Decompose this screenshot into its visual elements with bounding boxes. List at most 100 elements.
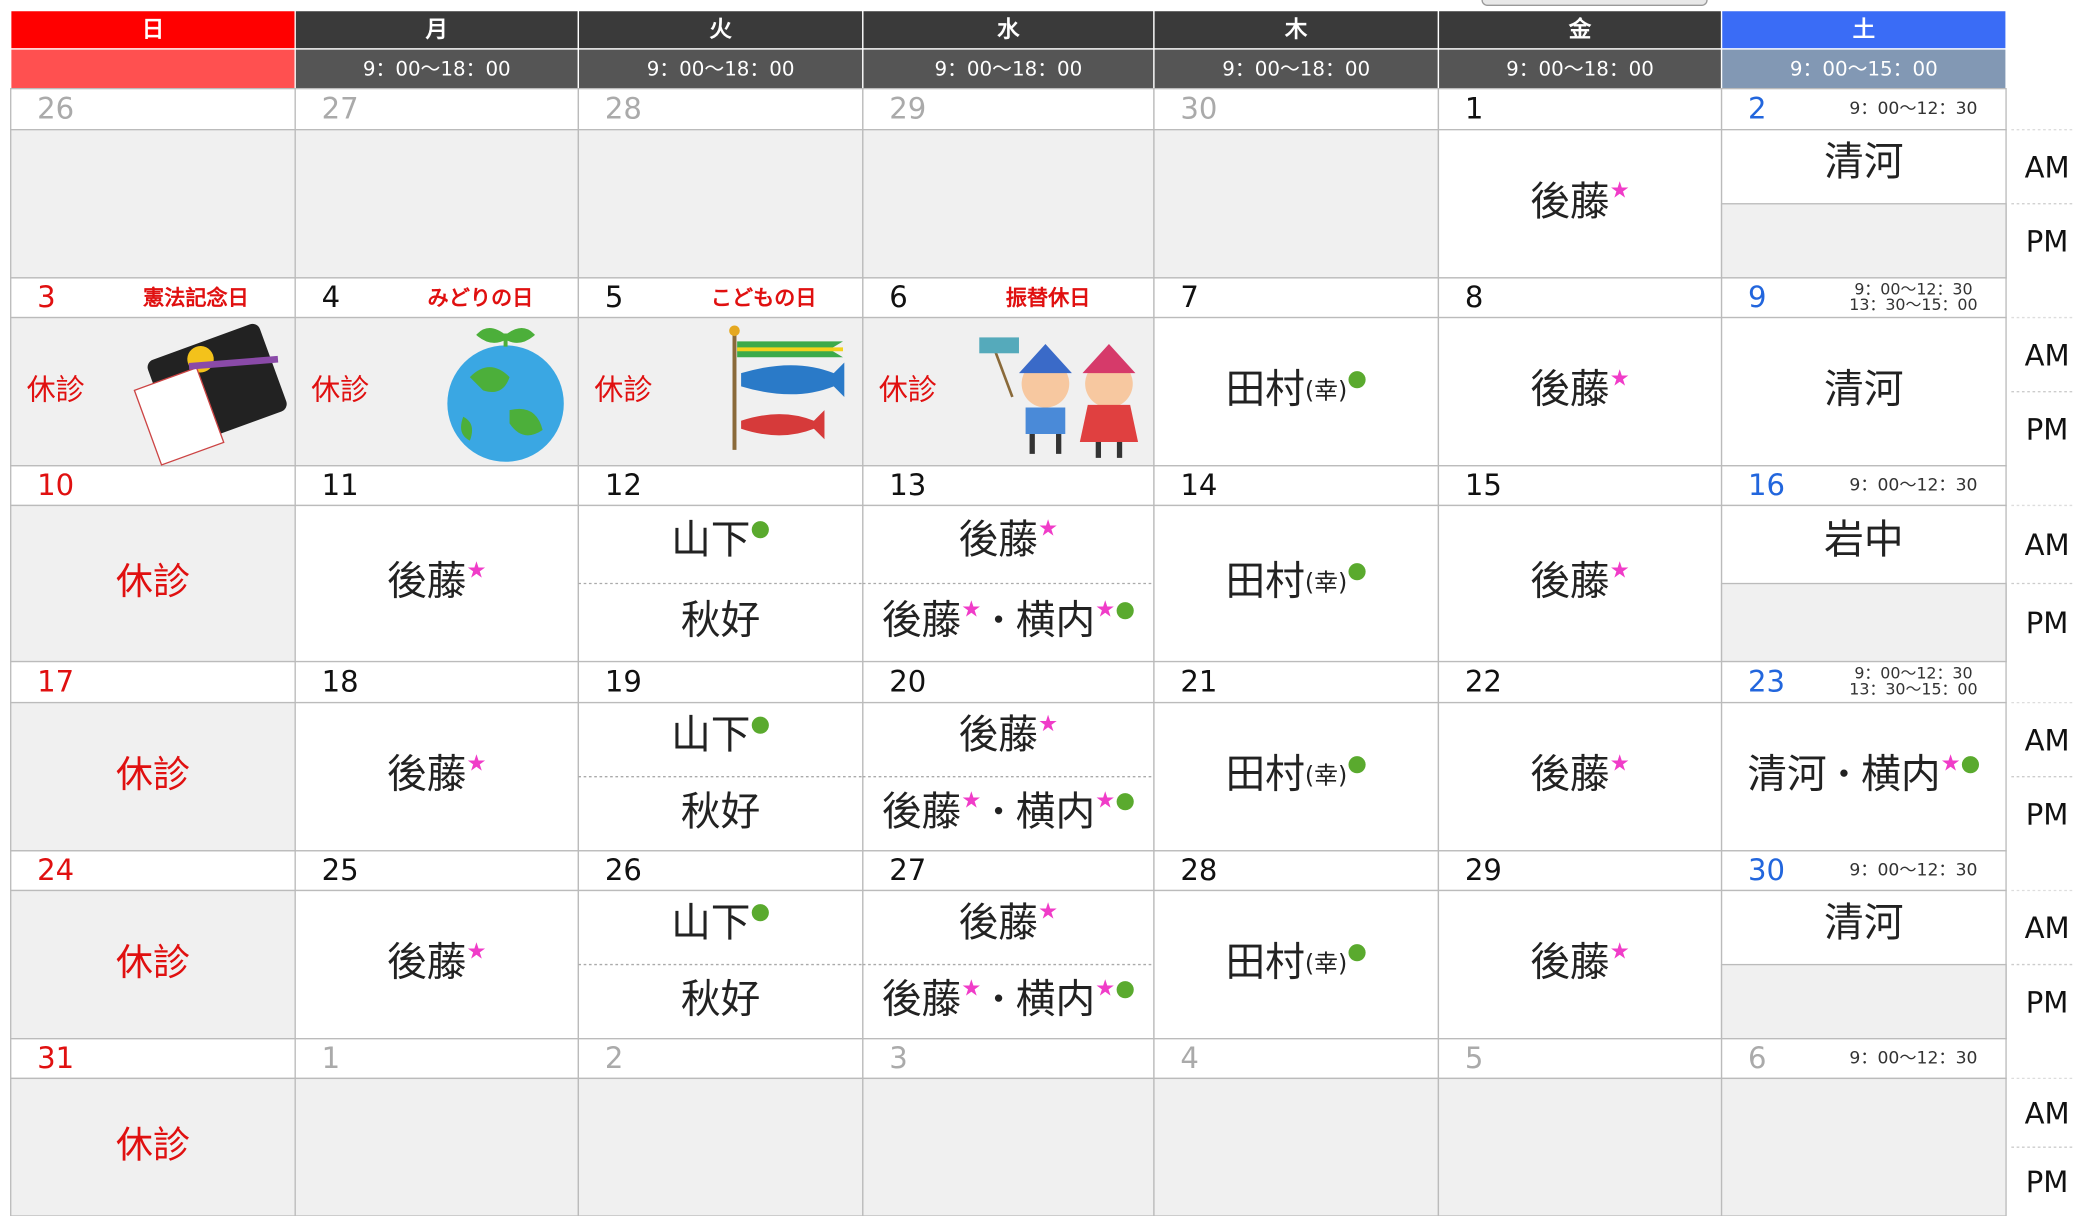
body-cell — [294, 129, 580, 279]
date-number: 31 — [37, 1041, 74, 1075]
body-cell — [10, 889, 296, 1040]
date-number: 29 — [1465, 853, 1502, 887]
entry-part: 横内 — [1016, 788, 1095, 834]
body-cell — [1437, 1077, 1723, 1216]
doctor-entry: 田村(幸)● — [1225, 365, 1366, 412]
closed-label: 休診 — [311, 373, 369, 407]
date-cell — [1720, 660, 2007, 704]
entry-part: 後藤 — [387, 939, 466, 985]
hours-note: 9：00～12：30 — [1849, 1049, 1977, 1069]
date-number: 1 — [322, 1041, 341, 1075]
ampm-label: AM — [2025, 338, 2070, 372]
ampm-label: AM — [2025, 911, 2070, 945]
date-cell — [577, 87, 864, 131]
date-number: 23 — [1748, 664, 1785, 698]
entry-part: ・ — [1827, 755, 1861, 795]
header-cell — [577, 9, 864, 50]
date-number: 6 — [1748, 1041, 1767, 1075]
date-cell — [10, 277, 296, 319]
entry-part: ★ — [1610, 557, 1630, 583]
ampm-label: PM — [2026, 412, 2069, 446]
body-cell — [1437, 129, 1723, 279]
holiday-name: こどもの日 — [711, 285, 817, 310]
date-number: 15 — [1465, 468, 1502, 502]
date-number: 1 — [1465, 91, 1484, 125]
hours-note: 9：00～12：30 — [1849, 476, 1977, 496]
date-number: 25 — [322, 853, 359, 887]
doctor-entry: 清河 — [1824, 899, 1903, 945]
body-cell — [1153, 504, 1440, 663]
date-number: 28 — [605, 91, 642, 125]
entry-part: ● — [750, 898, 770, 924]
doctor-entry: 後藤★・横内★● — [882, 787, 1135, 834]
top-tab — [1481, 0, 1708, 6]
date-number: 29 — [889, 91, 926, 125]
date-cell — [294, 87, 580, 131]
entry-part: ★ — [1038, 710, 1058, 736]
entry-part: (幸) — [1305, 761, 1347, 789]
entry-part: 田村 — [1225, 751, 1304, 797]
date-number: 18 — [322, 664, 359, 698]
entry-part: 後藤 — [1530, 558, 1609, 604]
entry-part: 秋好 — [681, 976, 760, 1022]
entry-part: 岩中 — [1824, 516, 1903, 562]
holiday-name: 振替休日 — [1006, 285, 1091, 310]
holiday-icons — [133, 323, 1139, 466]
doctor-entry: 清河・横内★● — [1747, 750, 1980, 797]
body-cell — [294, 504, 580, 663]
doctor-entry: 田村(幸)● — [1225, 938, 1366, 985]
entry-part: 後藤 — [1530, 366, 1609, 412]
doctor-entry: 後藤★・横内★● — [882, 596, 1135, 643]
entry-part: 田村 — [1225, 366, 1304, 412]
hours-cell — [1720, 48, 2007, 90]
body-cell — [1437, 316, 1723, 467]
ampm-label: AM — [2025, 150, 2070, 184]
ampm-label: PM — [2026, 985, 2069, 1019]
entry-part: ★ — [1095, 975, 1115, 1001]
entry-part: 後藤 — [1530, 939, 1609, 985]
header-cell — [1437, 9, 1723, 50]
doctor-entry: 後藤★ — [959, 898, 1059, 945]
date-cell — [577, 465, 864, 507]
entry-part: 横内 — [1016, 976, 1095, 1022]
hours: 9：00～18：00 — [934, 58, 1082, 81]
date-cell — [294, 465, 580, 507]
doctor-entry: 山下● — [671, 898, 770, 945]
entry-part: ★ — [1095, 787, 1115, 813]
date-number: 2 — [1748, 91, 1767, 125]
doctor-entry: 秋好 — [681, 976, 760, 1022]
body-cell — [577, 129, 864, 279]
doctor-entry: 岩中 — [1824, 516, 1903, 562]
entry-part: 田村 — [1225, 558, 1304, 604]
doctor-entry: 山下● — [671, 515, 770, 562]
entry-part: ★ — [1610, 750, 1630, 776]
hours-note: 13：30～15：00 — [1849, 680, 1977, 699]
date-number: 4 — [1180, 1041, 1199, 1075]
hours-note: 9：00～12：30 — [1849, 99, 1977, 119]
entry-part: ★ — [961, 596, 981, 622]
date-cell — [10, 660, 296, 704]
date-number: 11 — [322, 468, 359, 502]
header-cell — [10, 9, 296, 50]
doctor-entry: 後藤★ — [387, 750, 487, 797]
date-cell — [1720, 277, 2007, 319]
doctor-entry: 後藤★ — [959, 515, 1059, 562]
hours: 9：00～18：00 — [363, 58, 511, 81]
ampm-label: AM — [2025, 723, 2070, 757]
entry-part: ● — [1347, 557, 1367, 583]
date-number: 5 — [1465, 1041, 1484, 1075]
grid: 日 月 火 水 木 金 土 9：00～18：00 9：00～18：00 9：00～18：00 9：0… — [10, 9, 2075, 1216]
body-cell — [577, 701, 864, 852]
date-cell — [1720, 850, 2007, 892]
weekday: 土 — [1853, 17, 1875, 43]
entry-part: ● — [1115, 975, 1135, 1001]
ampm-label: PM — [2026, 224, 2069, 258]
hours-note: 13：30～15：00 — [1849, 295, 1977, 314]
entry-part: 山下 — [671, 712, 750, 758]
hours-note: 9：00～12：30 — [1854, 664, 1972, 683]
entry-part: ・ — [981, 980, 1015, 1020]
entry-part: ★ — [466, 557, 486, 583]
header-cell — [1720, 9, 2007, 50]
entry-part: ● — [1115, 787, 1135, 813]
